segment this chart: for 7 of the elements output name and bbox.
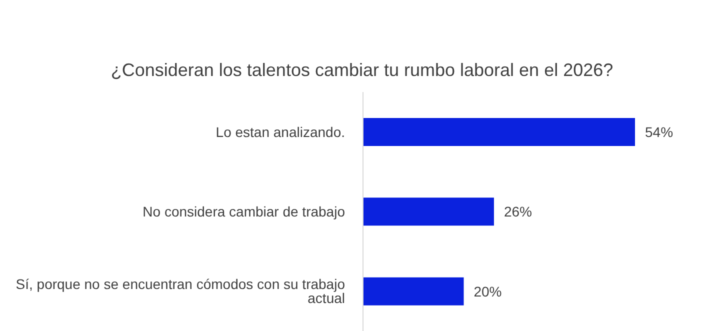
- y-tick-label: Lo estan analizando.: [216, 124, 345, 140]
- y-tick-label: Sí, porque no se encuentran cómodos con su trabajo actual: [16, 276, 346, 306]
- data-label: 54%: [645, 124, 674, 140]
- y-tick-label: No considera cambiar de trabajo: [142, 203, 346, 220]
- data-label: 20%: [474, 283, 502, 300]
- data-label: 26%: [504, 204, 532, 220]
- chart-title: ¿Consideran los talentos cambiar tu rumbo laboral en el 2026?: [110, 60, 614, 81]
